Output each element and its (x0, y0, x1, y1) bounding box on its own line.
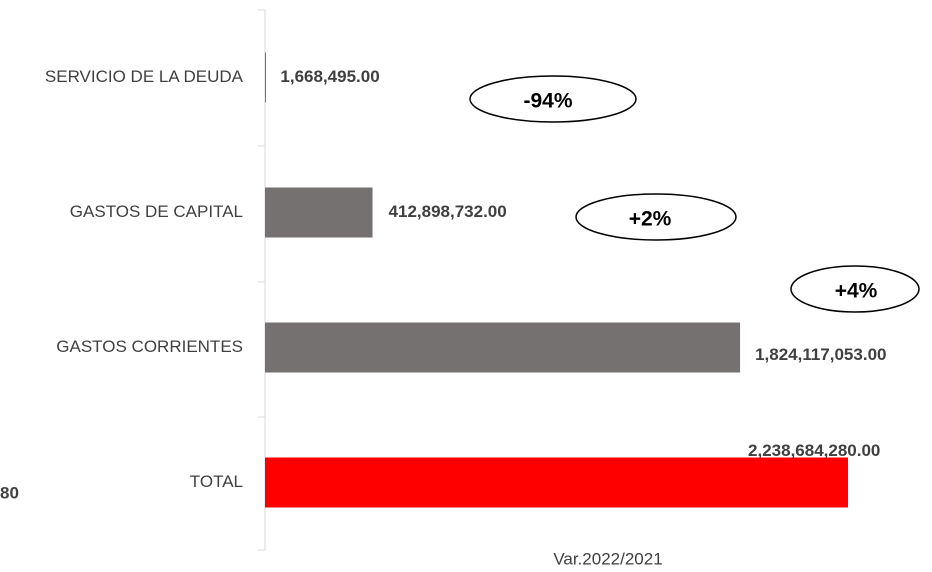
y-tick-label: GASTOS DE CAPITAL (70, 202, 243, 221)
bar (265, 52, 266, 103)
bar (265, 457, 849, 508)
value-label: 2,238,684,280.00 (748, 441, 880, 460)
callout-ellipse (575, 193, 737, 241)
value-label: 1,668,495.00 (280, 67, 379, 86)
bar (265, 322, 741, 373)
bar (265, 187, 373, 238)
annotation: +4% (835, 280, 878, 303)
callout-ellipse (790, 265, 920, 313)
annotation: 80 (0, 483, 19, 502)
x-axis-label: Var.2022/2021 (553, 549, 662, 568)
category-separators (258, 9, 265, 551)
y-tick-label: TOTAL (190, 472, 243, 491)
annotation: -94% (523, 90, 572, 113)
value-label: 1,824,117,053.00 (755, 345, 886, 364)
callout-ellipse (469, 75, 637, 123)
annotation: +2% (629, 208, 672, 231)
y-tick-label: GASTOS CORRIENTES (56, 337, 243, 356)
value-label: 412,898,732.00 (389, 202, 507, 221)
y-tick-label: SERVICIO DE LA DEUDA (45, 67, 244, 86)
